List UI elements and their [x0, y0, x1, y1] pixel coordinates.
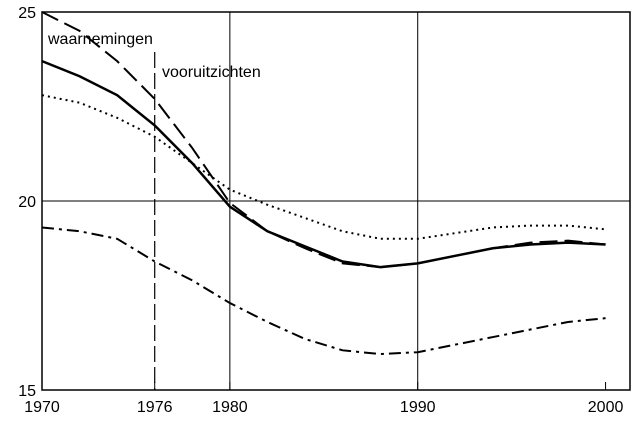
x-tick-label: 2000 — [588, 399, 624, 416]
annotation: vooruitzichten — [162, 64, 261, 81]
x-tick-label: 1990 — [400, 399, 436, 416]
y-tick-label: 15 — [18, 383, 36, 400]
line-series — [41, 59, 606, 269]
line-series — [41, 11, 606, 269]
y-tick-label: 25 — [18, 5, 36, 22]
x-tick-label: 1970 — [24, 399, 60, 416]
x-tick-label: 1976 — [137, 399, 173, 416]
line-series — [41, 94, 606, 240]
y-tick-label: 20 — [18, 194, 36, 211]
line-series — [41, 226, 606, 356]
annotation: waarnemingen — [47, 31, 153, 48]
x-tick-label: 1980 — [212, 399, 248, 416]
